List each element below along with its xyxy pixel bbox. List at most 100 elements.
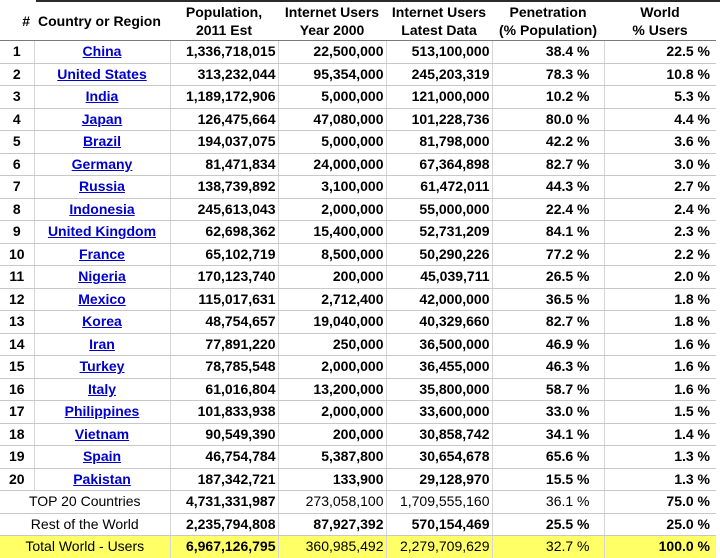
country-link[interactable]: France <box>79 245 125 262</box>
penetration-cell: 22.4 % <box>491 198 604 221</box>
penetration-cell: 84.1 % <box>491 220 604 244</box>
world-share-cell: 1.6 % <box>603 355 716 379</box>
users-latest-cell: 245,203,319 <box>385 63 492 86</box>
users-latest-cell: 30,654,678 <box>385 445 492 469</box>
rank-cell: 4 <box>0 108 34 131</box>
country-link[interactable]: Philippines <box>64 403 140 420</box>
users-2000-cell: 95,354,000 <box>277 63 386 86</box>
penetration-cell: 46.3 % <box>491 355 604 379</box>
population-cell: 1,189,172,906 <box>169 85 278 109</box>
world-share-header-line2: % Users <box>632 22 688 38</box>
population-cell: 187,342,721 <box>169 468 278 491</box>
rank-cell: 13 <box>0 310 34 334</box>
population-cell: 65,102,719 <box>169 243 278 266</box>
world-share-cell: 2.0 % <box>603 265 716 289</box>
country-link[interactable]: Turkey <box>79 358 125 375</box>
penetration-cell: 82.7 % <box>491 310 604 334</box>
table-body: 1 China 1,336,718,015 22,500,000 513,100,000… <box>0 40 716 558</box>
users-2000-cell: 133,900 <box>277 468 386 491</box>
country-link[interactable]: United States <box>57 65 147 82</box>
country-link[interactable]: Russia <box>79 178 125 195</box>
table-row: 12 Mexico 115,017,631 2,712,400 42,000,000 36… <box>0 288 716 311</box>
population-cell: 194,037,075 <box>169 130 278 154</box>
top20-penetration: 36.1 % <box>491 490 604 514</box>
world-share-cell: 1.3 % <box>603 445 716 469</box>
penetration-cell: 38.4 % <box>491 40 604 64</box>
total-users-latest: 2,279,709,629 <box>385 535 492 558</box>
country-link[interactable]: Nigeria <box>78 268 126 285</box>
rank-cell: 17 <box>0 400 34 424</box>
country-cell: Turkey <box>33 355 170 379</box>
users-latest-cell: 36,500,000 <box>385 333 492 356</box>
table-row: 5 Brazil 194,037,075 5,000,000 81,798,000 42.… <box>0 130 716 154</box>
country-cell: Nigeria <box>33 265 170 289</box>
penetration-header: Penetration (% Population) <box>492 2 604 41</box>
population-header-line2: 2011 Est <box>195 22 253 38</box>
table-row: 8 Indonesia 245,613,043 2,000,000 55,000,000… <box>0 198 716 221</box>
users-2000-cell: 3,100,000 <box>277 175 386 199</box>
users-latest-cell: 35,800,000 <box>385 378 492 401</box>
users-2000-cell: 5,000,000 <box>277 130 386 154</box>
table-row: 7 Russia 138,739,892 3,100,000 61,472,011 44.… <box>0 175 716 199</box>
table-row: 18 Vietnam 90,549,390 200,000 30,858,742 34.1… <box>0 423 716 446</box>
world-share-cell: 3.6 % <box>603 130 716 154</box>
table-row: 1 China 1,336,718,015 22,500,000 513,100,000… <box>0 40 716 64</box>
users-2000-cell: 24,000,000 <box>277 153 386 176</box>
country-cell: Mexico <box>33 288 170 311</box>
world-share-cell: 2.7 % <box>603 175 716 199</box>
table-row: 6 Germany 81,471,834 24,000,000 67,364,898 82… <box>0 153 716 176</box>
world-share-cell: 1.8 % <box>603 288 716 311</box>
country-link[interactable]: Korea <box>82 313 122 330</box>
penetration-cell: 80.0 % <box>491 108 604 131</box>
users-2000-cell: 5,000,000 <box>277 85 386 109</box>
total-share: 100.0 % <box>603 535 716 558</box>
users-latest-cell: 40,329,660 <box>385 310 492 334</box>
users-2000-cell: 200,000 <box>277 265 386 289</box>
country-link[interactable]: Pakistan <box>73 470 131 487</box>
country-link[interactable]: Japan <box>81 110 123 127</box>
world-share-cell: 2.3 % <box>603 220 716 244</box>
country-link[interactable]: Indonesia <box>69 200 135 217</box>
world-share-cell: 1.6 % <box>603 378 716 401</box>
rank-cell: 1 <box>0 40 34 64</box>
country-link[interactable]: Spain <box>82 448 122 465</box>
rest-row: Rest of the World 2,235,794,808 87,927,3… <box>0 513 716 536</box>
country-link[interactable]: Iran <box>89 335 115 352</box>
world-share-cell: 3.0 % <box>603 153 716 176</box>
world-share-cell: 5.3 % <box>603 85 716 109</box>
penetration-cell: 65.6 % <box>491 445 604 469</box>
penetration-cell: 34.1 % <box>491 423 604 446</box>
penetration-cell: 10.2 % <box>491 85 604 109</box>
users-latest-cell: 36,455,000 <box>385 355 492 379</box>
country-link[interactable]: United Kingdom <box>47 223 157 240</box>
users-2000-cell: 2,000,000 <box>277 355 386 379</box>
country-cell: India <box>33 85 170 109</box>
users-2000-cell: 200,000 <box>277 423 386 446</box>
country-link[interactable]: China <box>82 43 122 60</box>
country-link[interactable]: Italy <box>87 380 116 397</box>
country-cell: Vietnam <box>33 423 170 446</box>
country-link[interactable]: Vietnam <box>74 425 130 442</box>
rank-cell: 6 <box>0 153 34 176</box>
world-share-cell: 1.3 % <box>603 468 716 491</box>
penetration-cell: 78.3 % <box>491 63 604 86</box>
users-latest-cell: 67,364,898 <box>385 153 492 176</box>
users-latest-header-line2: Latest Data <box>401 22 477 38</box>
country-link[interactable]: Brazil <box>82 133 122 150</box>
users-latest-cell: 121,000,000 <box>385 85 492 109</box>
population-cell: 77,891,220 <box>169 333 278 356</box>
users-latest-cell: 50,290,226 <box>385 243 492 266</box>
world-share-header: World % Users <box>604 2 716 41</box>
users-latest-cell: 33,600,000 <box>385 400 492 424</box>
users-2000-cell: 47,080,000 <box>277 108 386 131</box>
rank-cell: 14 <box>0 333 34 356</box>
country-link[interactable]: India <box>85 88 119 105</box>
table-row: 19 Spain 46,754,784 5,387,800 30,654,678 65.6… <box>0 445 716 469</box>
table-row: 14 Iran 77,891,220 250,000 36,500,000 46.9 % 1… <box>0 333 716 356</box>
population-cell: 78,785,548 <box>169 355 278 379</box>
users-2000-cell: 5,387,800 <box>277 445 386 469</box>
country-link[interactable]: Mexico <box>78 290 126 307</box>
country-link[interactable]: Germany <box>71 155 133 172</box>
world-share-cell: 10.8 % <box>603 63 716 86</box>
